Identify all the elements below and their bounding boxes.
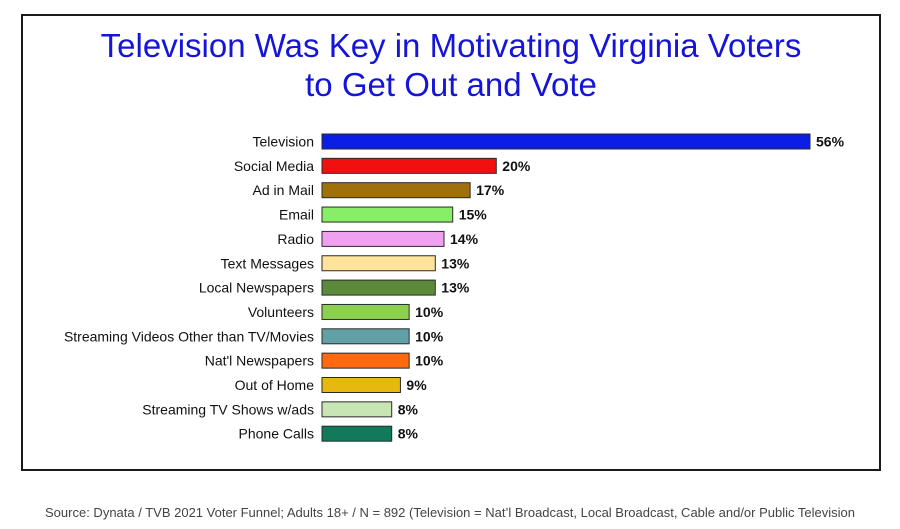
value-label-volunteers: 10% [415,304,444,320]
chart-title-line-1: Television Was Key in Motivating Virgini… [100,27,802,64]
bar-local-newspapers [321,279,436,296]
bar-streaming-videos-other-than-tv-movies [321,328,410,345]
value-label-text-messages: 13% [441,255,470,271]
category-label-radio: Radio [277,231,314,247]
value-label-streaming-tv-shows-w-ads: 8% [398,401,419,417]
bar-social-media [321,157,497,174]
bar-email [321,206,454,223]
chart-frame: Television Was Key in Motivating Virgini… [21,14,881,471]
category-label-text-messages: Text Messages [221,255,314,271]
category-label-phone-calls: Phone Calls [239,426,315,442]
category-label-social-media: Social Media [234,158,314,174]
category-label-volunteers: Volunteers [248,304,314,320]
value-label-radio: 14% [450,231,479,247]
value-label-phone-calls: 8% [398,426,419,442]
category-label-ad-in-mail: Ad in Mail [253,182,314,198]
bar-nat-l-newspapers [321,352,410,369]
chart-title-line-2: to Get Out and Vote [305,66,597,103]
category-label-streaming-tv-shows-w-ads: Streaming TV Shows w/ads [142,401,314,417]
bar-out-of-home [321,377,401,393]
source-note: Source: Dynata / TVB 2021 Voter Funnel; … [45,505,855,520]
bar-radio [321,230,445,247]
value-label-email: 15% [459,207,488,223]
category-label-local-newspapers: Local Newspapers [199,280,314,296]
value-label-nat-l-newspapers: 10% [415,353,444,369]
value-label-ad-in-mail: 17% [476,182,505,198]
value-label-social-media: 20% [502,158,531,174]
value-label-television: 56% [816,134,845,150]
category-label-streaming-videos-other-than-tv-movies: Streaming Videos Other than TV/Movies [64,328,314,344]
bar-streaming-tv-shows-w-ads [321,401,393,418]
category-label-out-of-home: Out of Home [235,377,315,393]
category-label-television: Television [253,134,314,150]
bar-phone-calls [321,425,393,442]
category-label-email: Email [279,207,314,223]
bar-volunteers [321,303,410,320]
bar-text-messages [321,255,436,272]
bar-television [321,133,811,150]
value-label-out-of-home: 9% [406,377,427,393]
category-label-nat-l-newspapers: Nat'l Newspapers [205,353,314,369]
value-label-local-newspapers: 13% [441,280,470,296]
chart-title: Television Was Key in Motivating Virgini… [23,26,879,104]
bar-ad-in-mail [321,182,471,199]
bar-chart: Television 56% Social Media 20% Ad in Mail 17… [64,133,845,442]
value-label-streaming-videos-other-than-tv-movies: 10% [415,328,444,344]
